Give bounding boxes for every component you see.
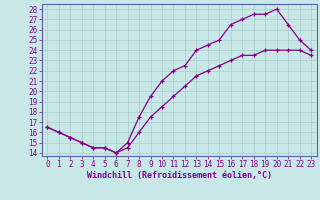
X-axis label: Windchill (Refroidissement éolien,°C): Windchill (Refroidissement éolien,°C) — [87, 171, 272, 180]
